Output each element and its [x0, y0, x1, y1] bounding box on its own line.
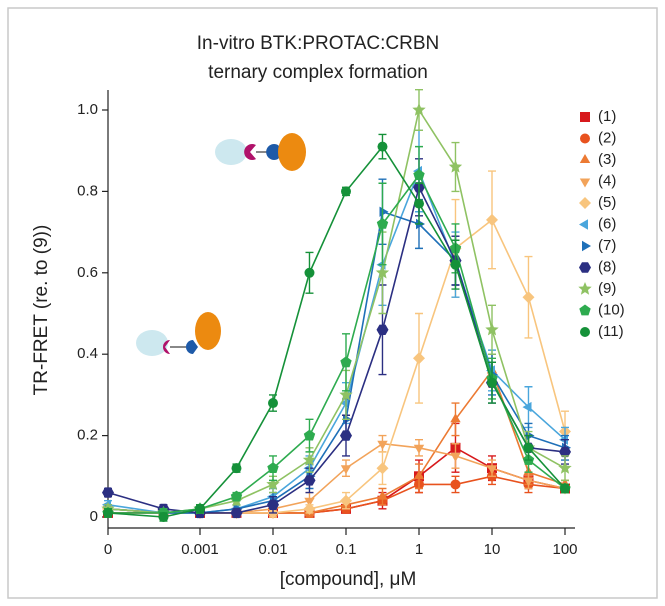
marker [102, 487, 114, 498]
legend-marker [579, 219, 588, 230]
marker [558, 461, 572, 474]
marker [450, 259, 461, 270]
marker [267, 462, 279, 473]
legend-marker [582, 240, 591, 252]
marker [376, 324, 389, 335]
legend-label: (9) [598, 280, 616, 297]
binary-icon [136, 312, 221, 356]
x-tick-label: 100 [552, 541, 577, 558]
ternary-icon [215, 133, 306, 171]
marker [266, 477, 280, 491]
x-tick-label: 0.001 [181, 541, 219, 558]
marker [340, 397, 349, 409]
legend-marker [579, 262, 591, 273]
marker [376, 462, 389, 475]
frame [7, 7, 658, 599]
marker [413, 444, 425, 454]
marker [413, 169, 425, 180]
marker [103, 507, 113, 518]
marker [303, 429, 316, 441]
legend-marker [580, 112, 590, 122]
marker [413, 470, 425, 480]
series-line [107, 107, 566, 514]
marker [377, 141, 388, 152]
marker [231, 463, 242, 474]
y-tick-label: 0.4 [77, 345, 98, 362]
marker [375, 265, 390, 279]
marker [340, 430, 352, 441]
marker [158, 512, 169, 522]
x-tick-label: 1 [415, 541, 423, 558]
y-tick-label: 0.6 [77, 264, 98, 281]
legend-marker [580, 133, 590, 144]
y-tick-label: 0.8 [77, 182, 98, 199]
legend-marker [579, 197, 591, 209]
marker [448, 160, 463, 173]
marker [450, 479, 461, 490]
marker [303, 502, 316, 515]
marker [304, 267, 315, 278]
marker [523, 477, 534, 487]
legend-label: (2) [598, 129, 616, 146]
marker [230, 507, 243, 519]
legend-label: (6) [598, 215, 616, 232]
series-line [107, 145, 566, 518]
marker [412, 103, 426, 116]
legend-marker [580, 327, 590, 337]
marker [523, 442, 534, 453]
x-tick-label: 0 [104, 541, 112, 558]
marker [379, 206, 389, 217]
marker [195, 503, 205, 514]
legend-marker [579, 154, 591, 163]
legend-label: (11) [598, 323, 624, 340]
marker [559, 446, 571, 458]
legend-marker [579, 304, 591, 316]
marker [522, 401, 532, 413]
marker [522, 291, 535, 304]
marker [377, 490, 388, 500]
x-tick-label: 10 [484, 541, 501, 558]
legend-label: (7) [598, 237, 616, 254]
legend-marker [578, 282, 592, 295]
marker [486, 465, 498, 475]
marker [339, 387, 353, 401]
x-tick-label: 0.1 [336, 541, 357, 558]
marker [485, 322, 499, 336]
legend-label: (8) [598, 258, 616, 275]
legend-label: (10) [598, 301, 625, 318]
y-tick-label: 0.2 [77, 427, 98, 444]
marker [450, 413, 461, 423]
marker [486, 213, 498, 226]
marker [340, 465, 352, 475]
legend-marker [579, 178, 591, 188]
marker [376, 218, 389, 229]
y-tick-label: 0 [90, 508, 98, 525]
marker [450, 452, 461, 462]
marker [340, 494, 352, 507]
marker [560, 483, 570, 494]
x-tick-label: 0.01 [258, 541, 287, 558]
marker [413, 352, 425, 365]
chart-title: ternary complex formation [208, 62, 428, 83]
marker [302, 453, 317, 466]
marker [414, 198, 424, 209]
y-axis-label: TR-FRET (re. to (9)) [31, 225, 52, 396]
y-tick-label: 1.0 [77, 101, 98, 118]
marker [304, 497, 315, 507]
legend-label: (3) [598, 151, 616, 168]
marker [267, 499, 279, 510]
legend-label: (5) [598, 194, 616, 211]
x-axis-label: [compound], μM [280, 569, 417, 590]
legend-label: (4) [598, 172, 616, 189]
marker [340, 356, 352, 368]
marker [487, 377, 497, 388]
legend-label: (1) [598, 108, 616, 125]
chart-title: In-vitro BTK:PROTAC:CRBN [197, 33, 439, 54]
marker [303, 475, 316, 486]
marker [230, 490, 243, 502]
marker [268, 398, 278, 409]
marker [377, 440, 388, 450]
marker [341, 186, 351, 197]
